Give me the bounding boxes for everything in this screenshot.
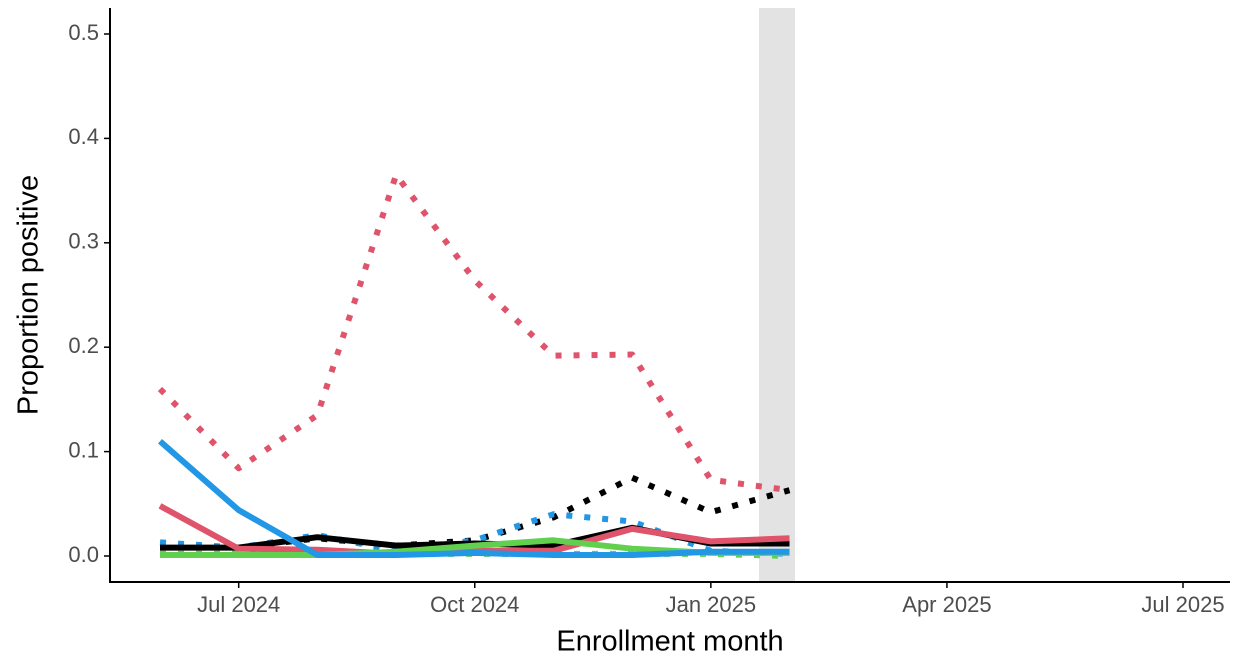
series-line	[157, 171, 790, 494]
x-tick-label: Jul 2025	[1141, 592, 1224, 617]
x-tick-label: Jan 2025	[666, 592, 757, 617]
x-tick-label: Oct 2024	[430, 592, 519, 617]
series-line	[160, 474, 791, 551]
shaded-period	[759, 8, 795, 583]
x-axis-title: Enrollment month	[556, 626, 783, 658]
y-tick-label: 0.4	[68, 124, 99, 149]
y-axis-title: Proportion positive	[13, 175, 45, 415]
y-tick-label: 0.0	[68, 542, 99, 567]
x-tick-label: Apr 2025	[902, 592, 991, 617]
x-tick-label: Jul 2024	[197, 592, 280, 617]
y-tick-label: 0.1	[68, 437, 99, 462]
y-tick-label: 0.5	[68, 20, 99, 45]
y-tick-label: 0.2	[68, 333, 99, 358]
series-line	[158, 438, 790, 558]
y-tick-label: 0.3	[68, 229, 99, 254]
